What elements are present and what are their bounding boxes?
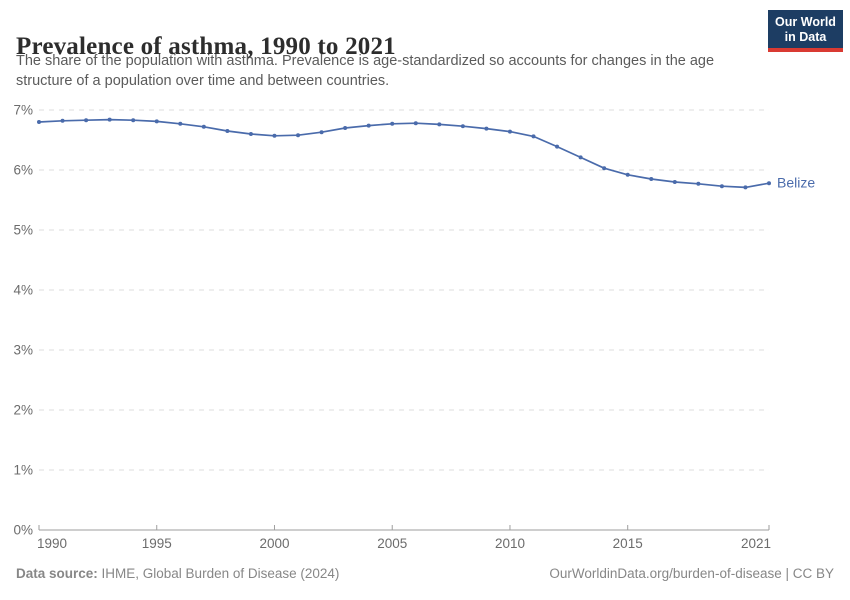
data-point[interactable] (625, 172, 630, 177)
data-point[interactable] (719, 184, 724, 189)
data-point[interactable] (272, 133, 277, 138)
data-point[interactable] (672, 180, 677, 184)
data-point[interactable] (37, 120, 41, 124)
data-point[interactable] (84, 118, 89, 123)
y-axis-tick-label: 6% (13, 163, 33, 178)
data-point[interactable] (484, 126, 489, 131)
data-point[interactable] (154, 119, 159, 124)
data-point[interactable] (602, 166, 607, 171)
y-axis-tick-label: 3% (13, 343, 33, 358)
data-point[interactable] (767, 181, 771, 186)
data-point[interactable] (460, 124, 465, 129)
data-point[interactable] (319, 130, 324, 135)
data-point[interactable] (555, 144, 560, 149)
data-point[interactable] (60, 118, 65, 123)
data-point[interactable] (343, 126, 348, 130)
data-point[interactable] (696, 181, 701, 186)
x-axis-tick-label: 2021 (741, 536, 771, 551)
data-point[interactable] (507, 129, 512, 134)
y-axis-tick-label: 7% (13, 103, 33, 118)
chart-footer: Data source: IHME, Global Burden of Dise… (16, 566, 834, 581)
data-point[interactable] (531, 134, 536, 139)
data-source-text: IHME, Global Burden of Disease (2024) (97, 566, 340, 581)
data-point[interactable] (201, 124, 206, 129)
data-point[interactable] (248, 132, 253, 136)
x-axis-tick-label: 2005 (377, 536, 407, 551)
footer-link[interactable]: OurWorldinData.org/burden-of-disease | C… (549, 566, 834, 581)
data-point[interactable] (296, 133, 301, 138)
data-point[interactable] (131, 118, 136, 123)
data-source-label: Data source: (16, 566, 98, 581)
subtitle-line-2: structure of a population over time and … (16, 72, 390, 89)
subtitle-line-1: The share of the population with asthma.… (16, 53, 715, 69)
x-axis-tick-label: 2010 (495, 536, 525, 551)
chart-title: Prevalence of asthma, 1990 to 2021 (16, 32, 396, 60)
y-axis-tick-label: 0% (13, 523, 33, 538)
data-point[interactable] (390, 121, 395, 126)
data-point[interactable] (578, 155, 583, 160)
data-point[interactable] (178, 121, 183, 126)
x-axis-tick-label: 2015 (613, 536, 643, 551)
x-axis-tick-label: 2000 (259, 536, 289, 551)
series-line[interactable] (38, 118, 770, 189)
owid-logo-line1: Our World (775, 15, 836, 29)
x-axis-tick-label: 1995 (142, 536, 172, 551)
data-point[interactable] (649, 177, 654, 181)
data-point[interactable] (413, 121, 418, 126)
y-axis-tick-label: 2% (13, 403, 33, 418)
data-point[interactable] (366, 123, 371, 128)
data-point[interactable] (225, 129, 230, 133)
y-axis-tick-label: 1% (13, 463, 33, 478)
y-axis-tick-label: 4% (13, 283, 33, 298)
data-point[interactable] (743, 185, 748, 190)
chart-subtitle: The share of the population with asthma.… (16, 52, 756, 91)
data-source: Data source: IHME, Global Burden of Dise… (16, 566, 339, 581)
owid-logo[interactable]: Our World in Data (768, 10, 843, 52)
data-point[interactable] (437, 122, 442, 127)
y-axis-tick-label: 5% (13, 223, 33, 238)
owid-logo-line2: in Data (784, 30, 827, 44)
series-end-label[interactable]: Belize (777, 175, 815, 191)
x-axis-tick-label: 1990 (37, 536, 67, 551)
data-point[interactable] (107, 117, 112, 122)
